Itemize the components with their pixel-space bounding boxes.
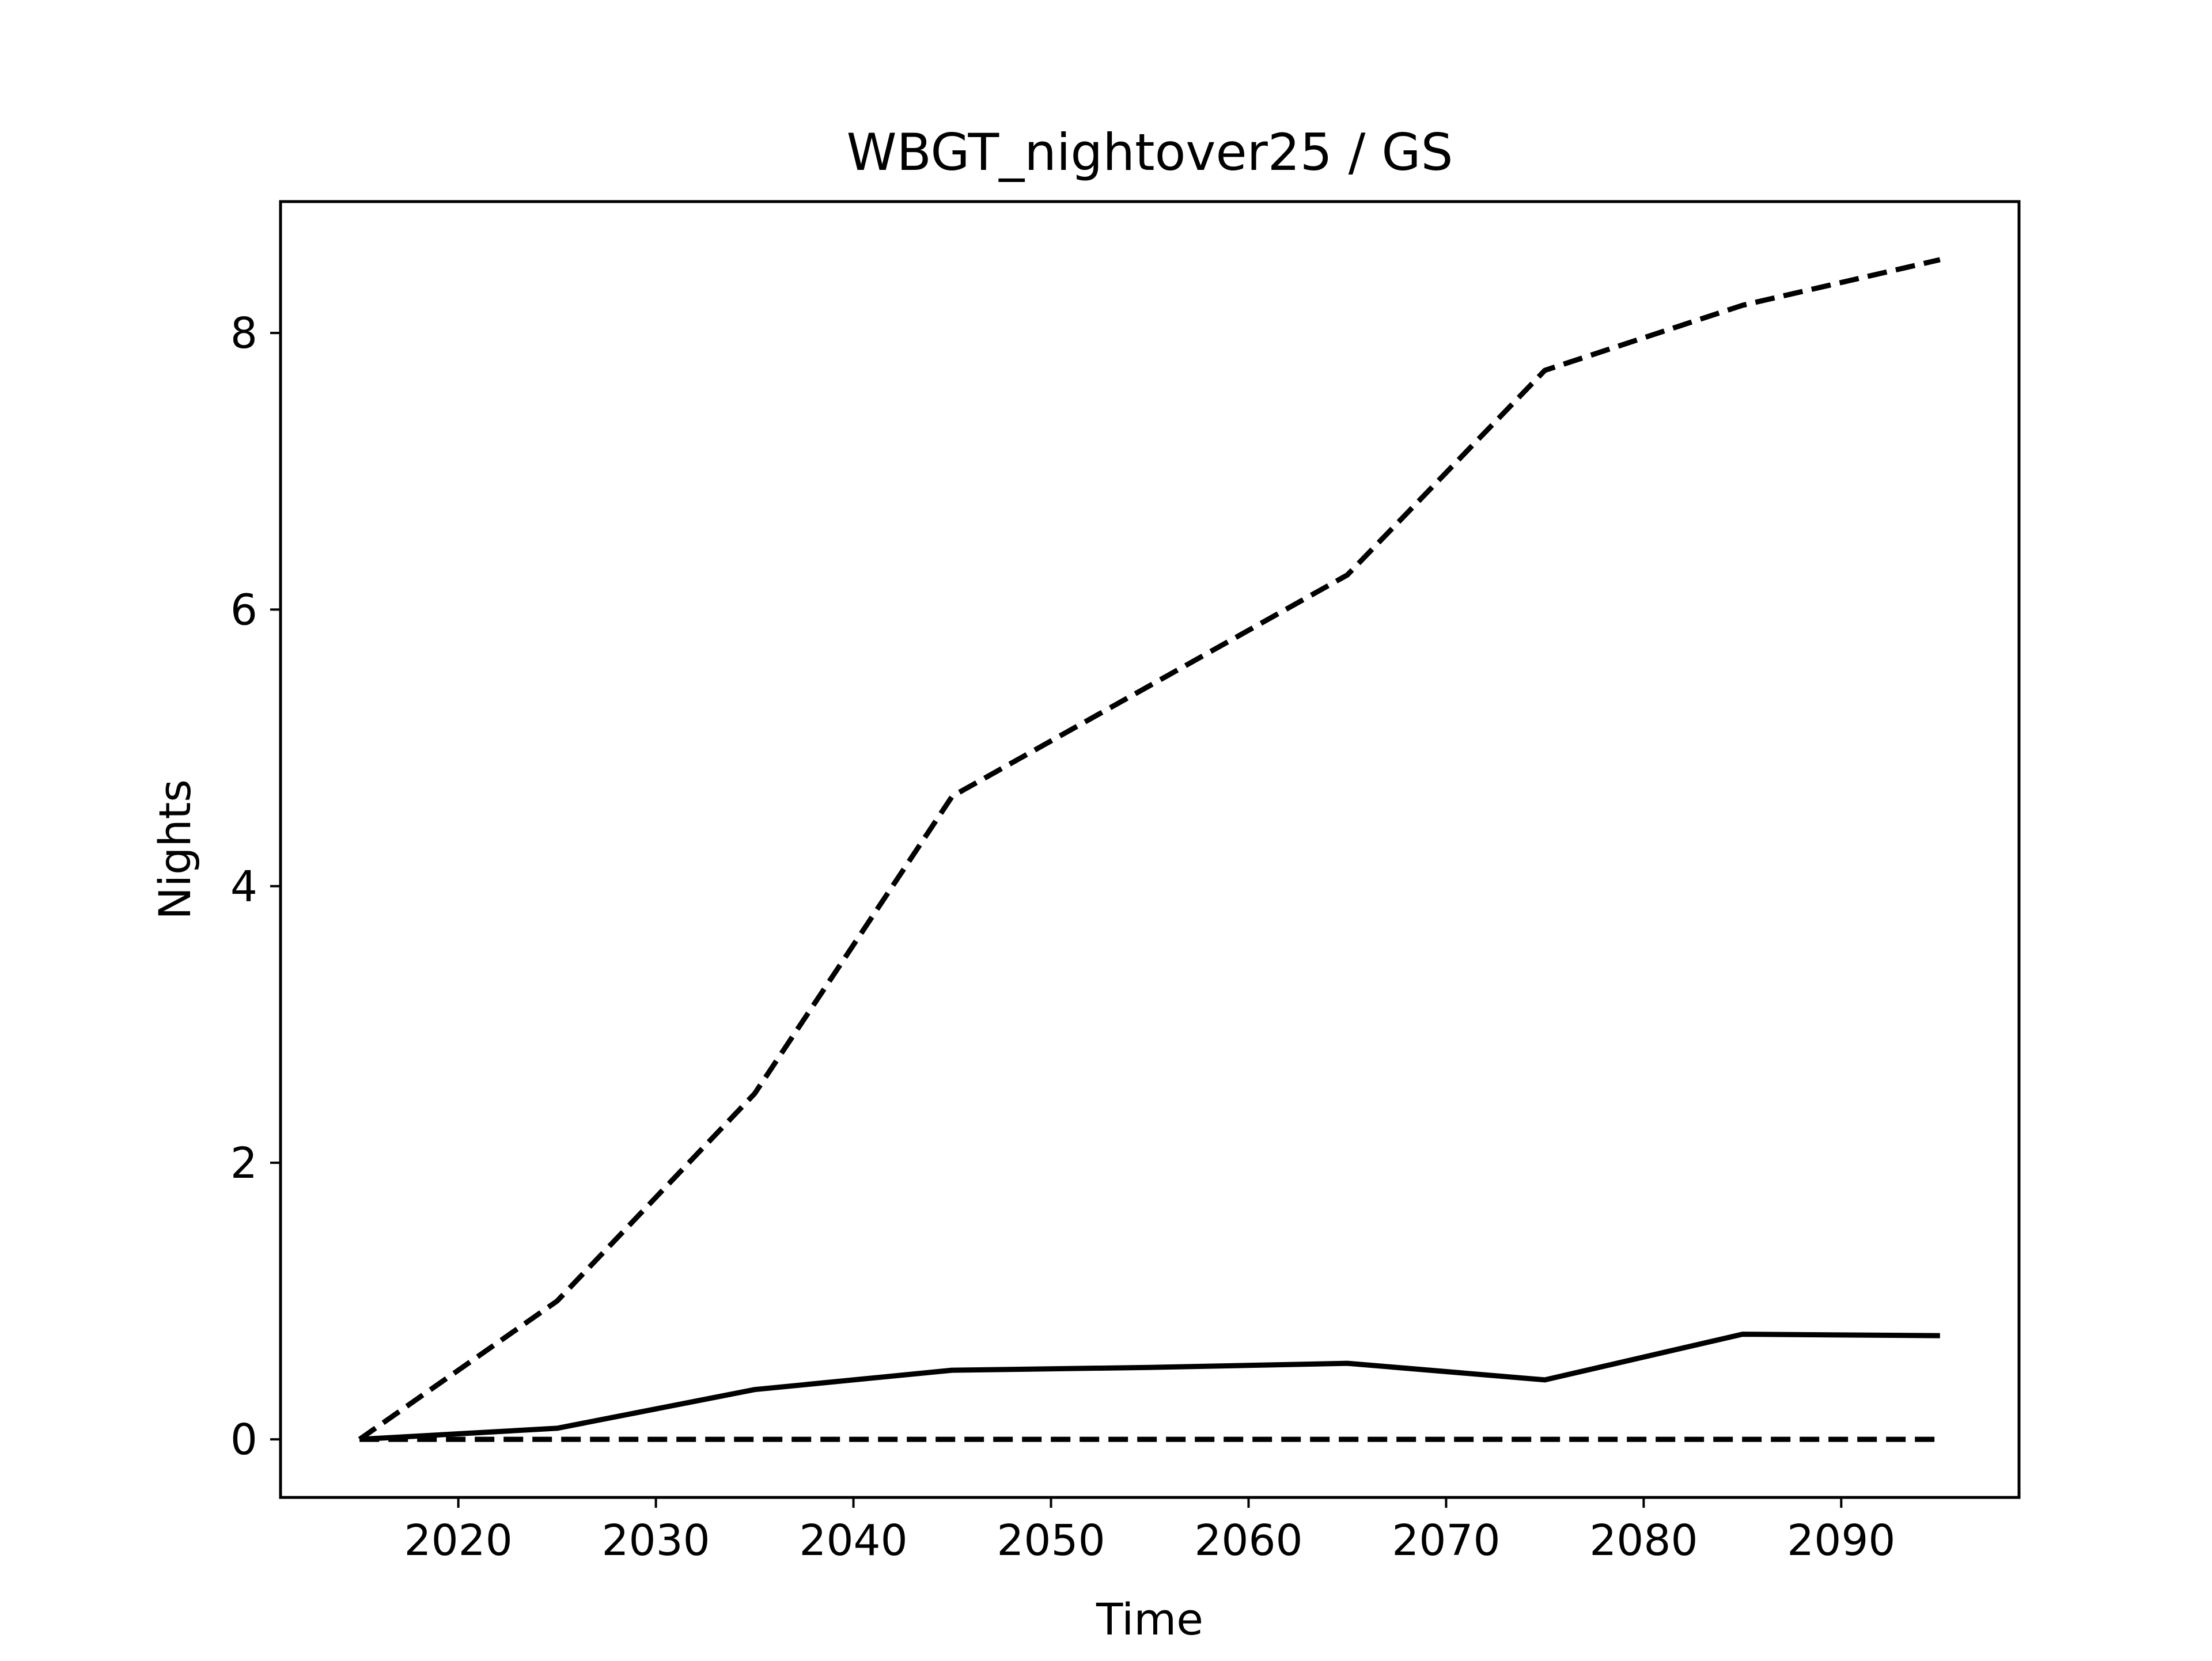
series-line-2 — [359, 1332, 1940, 1442]
y-tick-label-2: 2 — [230, 1139, 257, 1188]
chart-title: WBGT_nightover25 / GS — [847, 123, 1453, 182]
y-tick-label-4: 4 — [230, 862, 257, 912]
series-line-1 — [358, 257, 1941, 1442]
y-tick-label-6: 6 — [230, 585, 257, 635]
x-axis-label: Time — [1096, 1594, 1203, 1645]
series-layer — [358, 257, 1941, 1442]
y-axis-label: Nights — [149, 779, 200, 920]
x-tick-label-2040: 2040 — [799, 1516, 907, 1565]
x-tick-label-2030: 2030 — [601, 1516, 710, 1565]
x-tick-label-2070: 2070 — [1392, 1516, 1500, 1565]
y-tick-label-8: 8 — [230, 309, 257, 358]
x-tick-label-2060: 2060 — [1194, 1516, 1302, 1565]
ticks-layer: 2020 2030 2040 2050 2060 2070 2080 2090 0 2 4 6 8 — [230, 309, 1896, 1565]
plot-frame — [279, 200, 2021, 1499]
x-tick-label-2080: 2080 — [1589, 1516, 1698, 1565]
x-tick-label-2020: 2020 — [404, 1516, 512, 1565]
x-tick-label-2090: 2090 — [1787, 1516, 1895, 1565]
y-tick-label-0: 0 — [230, 1415, 257, 1465]
x-tick-label-2050: 2050 — [997, 1516, 1105, 1565]
